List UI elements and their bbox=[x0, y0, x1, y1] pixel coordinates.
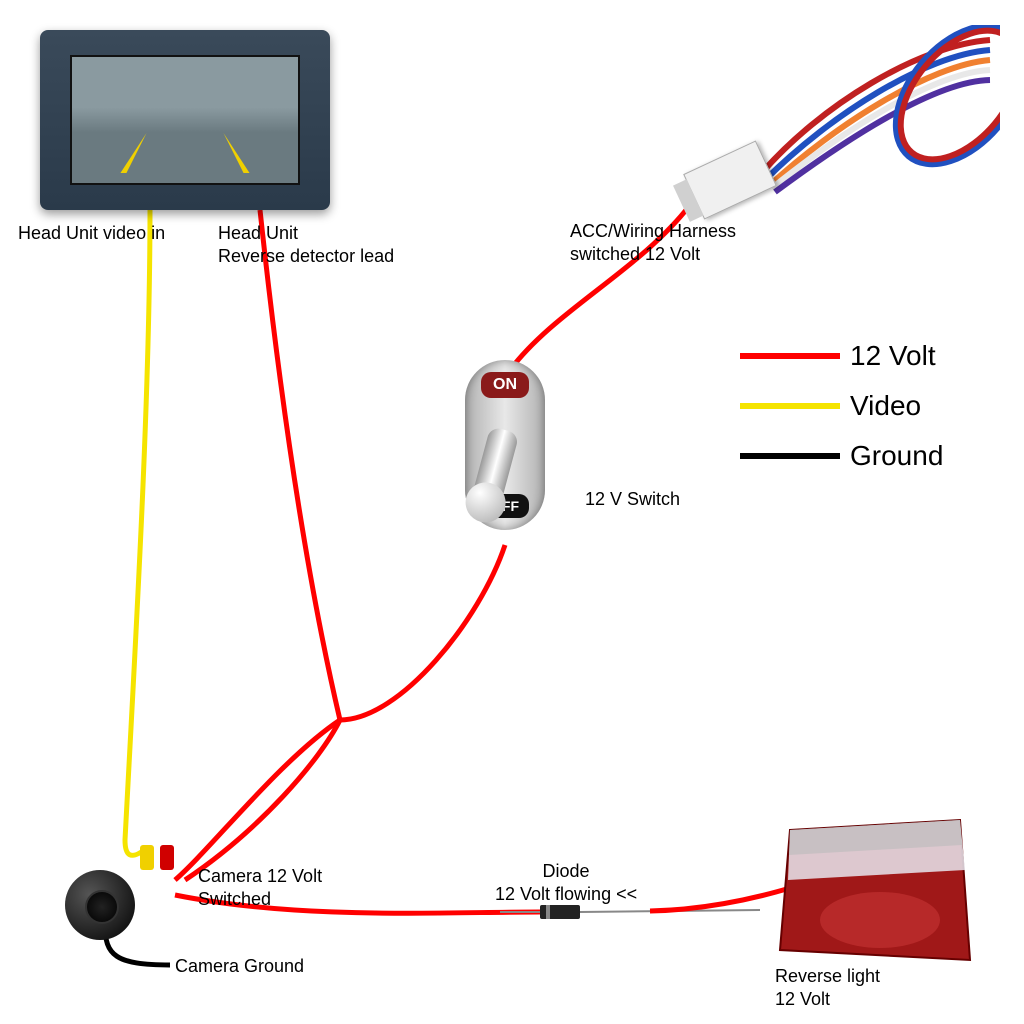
backup-camera bbox=[55, 840, 185, 940]
tail-light bbox=[760, 810, 980, 980]
head-unit-screen bbox=[70, 55, 300, 185]
label-switch: 12 V Switch bbox=[585, 488, 680, 511]
legend-line-video bbox=[740, 403, 840, 409]
legend-12v-text: 12 Volt bbox=[850, 340, 936, 372]
diode-lead-right bbox=[580, 910, 760, 912]
legend-video: Video bbox=[740, 390, 921, 422]
wire-12v-switch-to-camera bbox=[175, 545, 505, 880]
legend-line-12v bbox=[740, 353, 840, 359]
label-acc-harness: ACC/Wiring Harness switched 12 Volt bbox=[570, 220, 736, 267]
wiring-harness bbox=[660, 25, 1000, 225]
switch-on-label: ON bbox=[481, 372, 529, 398]
rca-yellow-icon bbox=[140, 845, 154, 870]
legend-ground: Ground bbox=[740, 440, 943, 472]
legend-video-text: Video bbox=[850, 390, 921, 422]
label-camera-ground: Camera Ground bbox=[175, 955, 304, 978]
label-head-unit-reverse: Head Unit Reverse detector lead bbox=[218, 222, 394, 269]
legend-ground-text: Ground bbox=[850, 440, 943, 472]
rca-red-icon bbox=[160, 845, 174, 870]
label-reverse-light: Reverse light 12 Volt bbox=[775, 965, 880, 1012]
label-camera-switched: Camera 12 Volt Switched bbox=[198, 865, 322, 912]
legend-12v: 12 Volt bbox=[740, 340, 936, 372]
label-head-unit-video: Head Unit video in bbox=[18, 222, 165, 245]
camera-lens bbox=[65, 870, 135, 940]
wire-12v-reverse-lead bbox=[260, 210, 340, 720]
diode-component bbox=[540, 905, 580, 919]
toggle-switch: ON OFF bbox=[440, 360, 570, 590]
head-unit bbox=[40, 30, 330, 210]
label-diode: Diode 12 Volt flowing << bbox=[495, 860, 637, 907]
wire-12v-junction-branch bbox=[185, 720, 340, 880]
wire-video bbox=[125, 210, 150, 855]
legend-line-ground bbox=[740, 453, 840, 459]
